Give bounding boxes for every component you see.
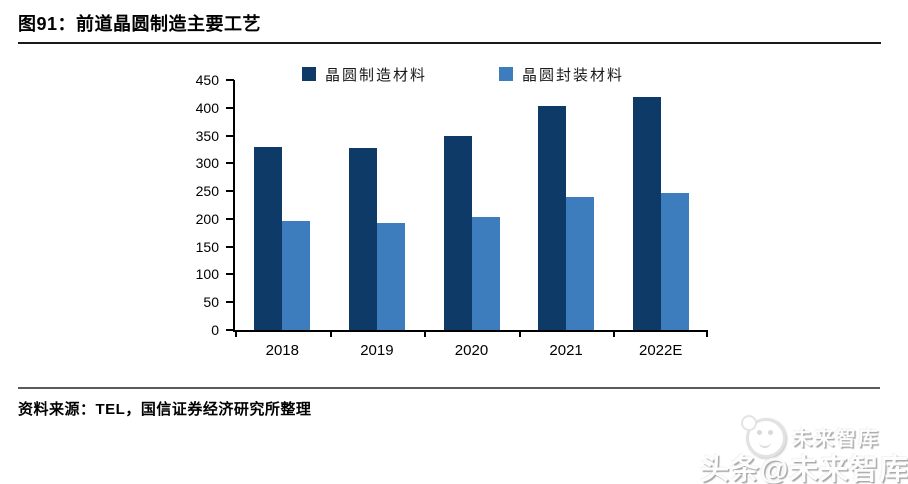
bar-2018-series2 [282, 220, 311, 330]
y-axis-label: 100 [195, 266, 219, 283]
bar-2021-series1 [538, 105, 567, 330]
y-axis-tick [226, 79, 234, 81]
bar-2019-series2 [376, 223, 405, 330]
x-axis-label: 2018 [265, 342, 299, 359]
bar-2020-series1 [443, 136, 472, 330]
x-axis-label: 2022E [639, 342, 683, 359]
source-divider [18, 387, 880, 389]
y-axis-tick [226, 273, 234, 276]
y-axis-label: 350 [195, 127, 219, 144]
y-axis-tick [226, 106, 234, 109]
y-axis-tick [226, 245, 234, 248]
bar-2020-series2 [471, 216, 500, 330]
y-axis-label: 150 [195, 238, 219, 255]
y-axis-label: 200 [195, 210, 219, 227]
y-axis-label: 300 [195, 155, 219, 172]
legend-label-series2: 晶圆封装材料 [522, 67, 625, 84]
y-axis-tick [226, 162, 234, 165]
x-axis-tick [518, 330, 521, 337]
y-axis-tick [226, 190, 234, 193]
source-note: 资料来源：TEL，国信证券经济研究所整理 [18, 401, 312, 418]
legend-item-series2: 晶圆封装材料 [499, 64, 624, 85]
y-axis-label: 250 [195, 183, 219, 200]
y-axis-label: 450 [195, 72, 219, 88]
x-axis-tick [235, 330, 237, 337]
legend-label-series1: 晶圆制造材料 [325, 67, 428, 84]
legend-swatch [499, 67, 514, 81]
cloud-bump-icon [741, 415, 757, 431]
x-axis-label: 2020 [454, 342, 489, 359]
logo-eye-icon [757, 430, 762, 435]
x-axis-label: 2019 [360, 342, 394, 359]
logo-mouth-icon [759, 439, 771, 448]
y-axis-label: 0 [211, 322, 219, 338]
chart-legend: 晶圆制造材料 晶圆封装材料 [302, 64, 624, 85]
x-axis-label: 2021 [549, 342, 583, 359]
y-axis-label: 50 [203, 294, 219, 311]
title-divider [18, 42, 881, 44]
bar-2021-series2 [566, 197, 595, 330]
plot-area: 0 50 100 150 200 250 300 350 400 450 2018 2019 2020 2… [196, 72, 708, 359]
legend-swatch [302, 67, 316, 81]
bar-2022E-series1 [632, 96, 661, 330]
y-axis-tick [226, 301, 234, 304]
legend-item-series1: 晶圆制造材料 [302, 64, 427, 85]
y-axis-label: 400 [195, 99, 219, 116]
x-axis-tick [613, 330, 616, 337]
wz-cloud-logo-icon [741, 415, 786, 458]
watermark-small-text: 未来智库 [792, 428, 880, 450]
x-axis-tick [424, 330, 427, 337]
bar-2022E-series2 [660, 192, 689, 330]
bar-2019-series1 [348, 147, 377, 330]
logo-eye-icon [768, 430, 773, 435]
watermark-large-text: 头条@未来智库 [700, 454, 908, 484]
y-axis-tick [226, 134, 234, 137]
watermark: 未来智库 头条@未来智库 [700, 412, 908, 484]
x-axis-tick [706, 330, 708, 337]
bar-2018-series1 [254, 146, 283, 330]
y-axis-tick [226, 329, 234, 331]
x-axis-tick [329, 330, 332, 337]
figure-title: 图91：前道晶圆制造主要工艺 [18, 14, 262, 34]
y-axis-tick [226, 217, 234, 220]
